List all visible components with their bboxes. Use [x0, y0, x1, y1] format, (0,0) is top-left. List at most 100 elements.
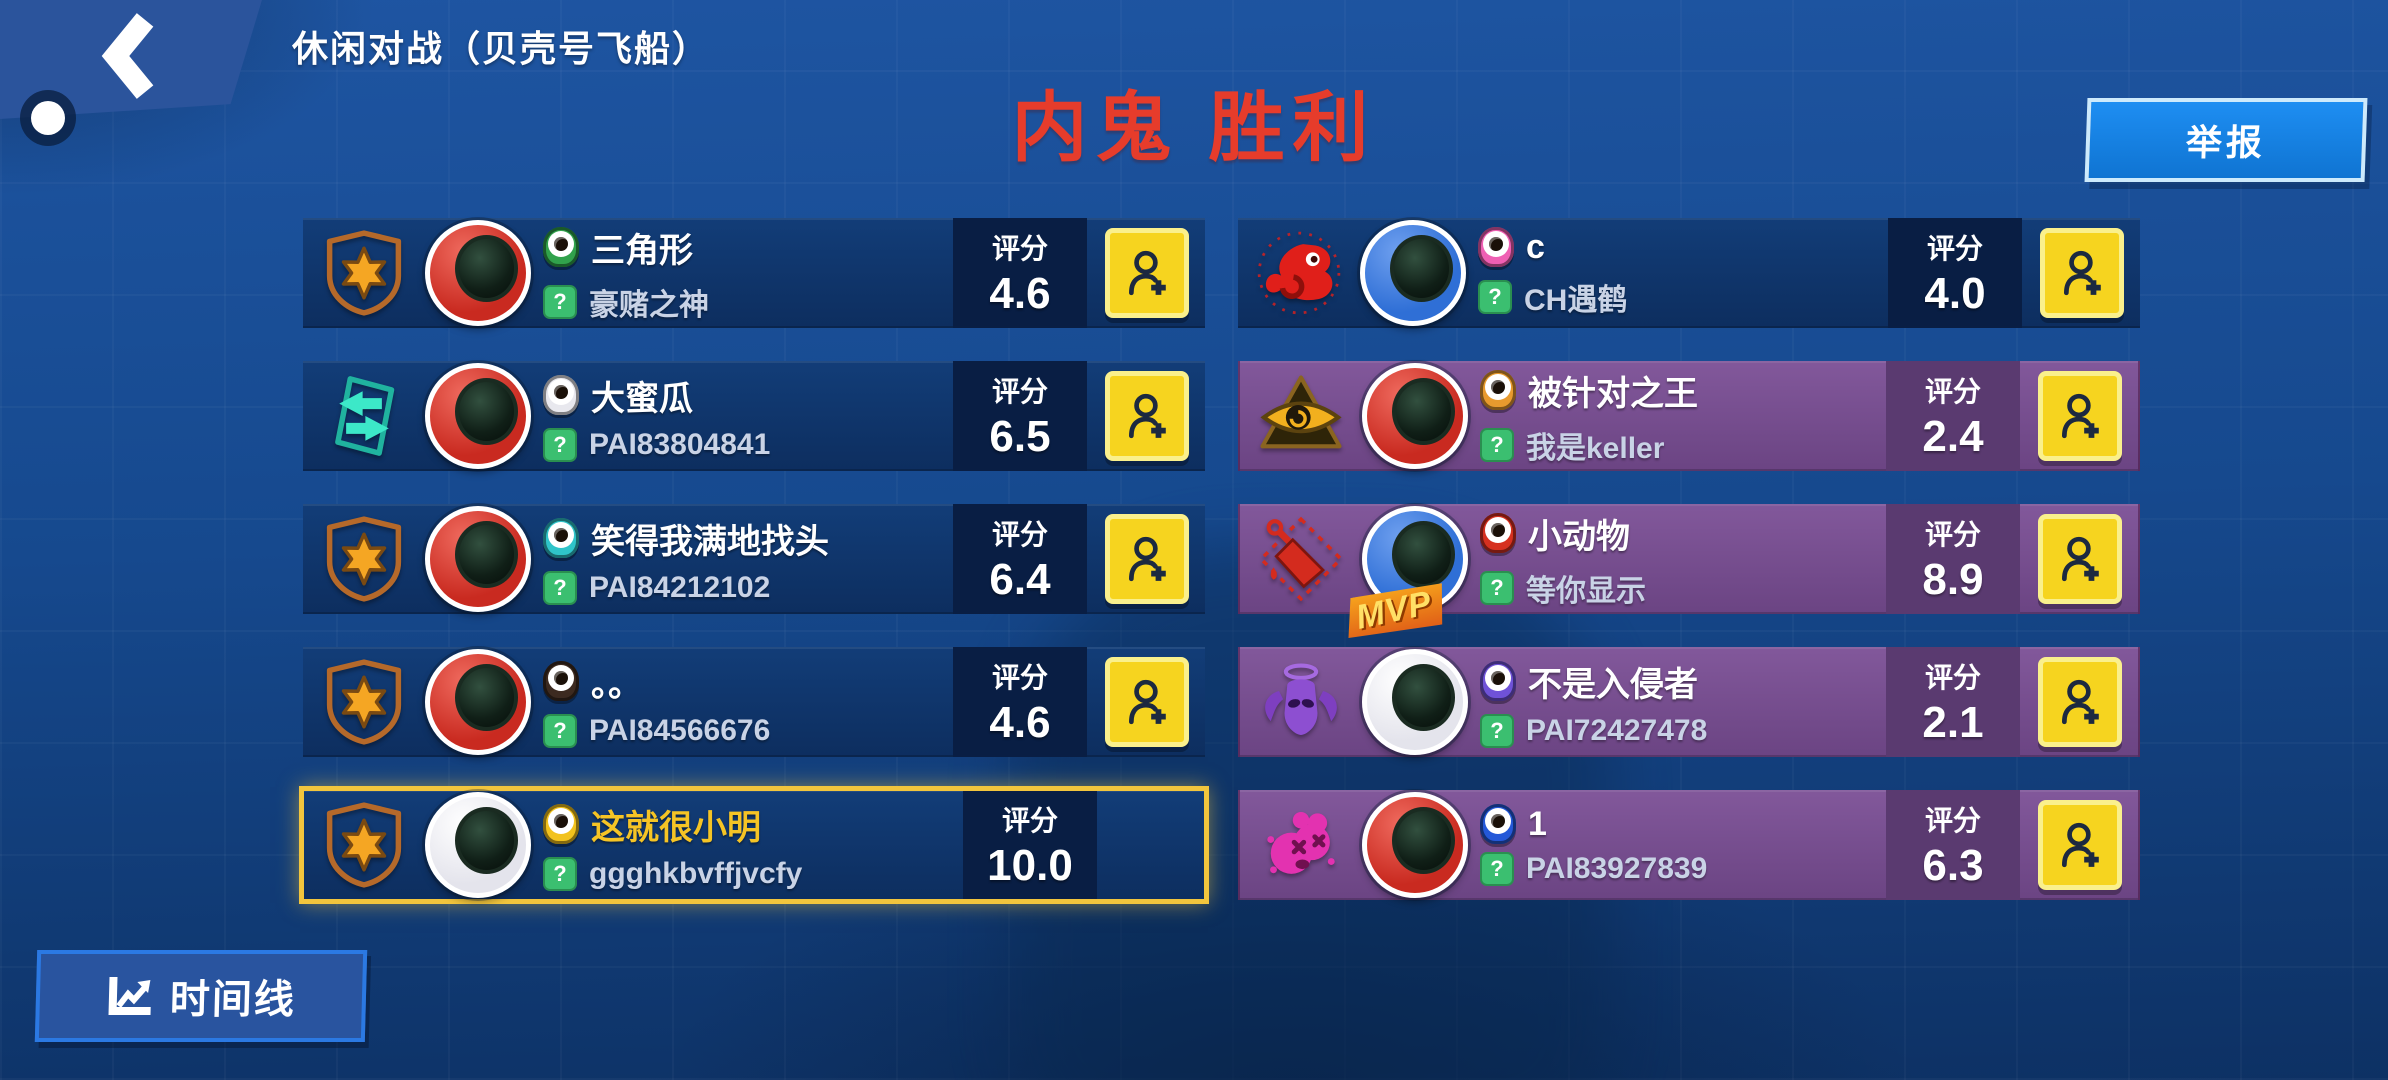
avatar[interactable] [1362, 792, 1468, 898]
player-name: 。。 [591, 665, 642, 704]
helmet-visor-icon [1391, 663, 1456, 731]
avatar[interactable]: MVP [1362, 506, 1468, 612]
rating-label: 评分 [1924, 805, 1981, 836]
avatar[interactable] [425, 649, 531, 755]
helmet-visor-icon [454, 806, 519, 874]
helmet-visor-icon [454, 234, 519, 302]
helmet-visor-icon [1391, 377, 1456, 445]
player-id: ggghkbvffjvcfy [589, 856, 803, 890]
rating-value: 4.0 [1924, 269, 1986, 318]
question-mark-icon: ? [1480, 427, 1514, 462]
player-name: 小动物 [1528, 517, 1630, 556]
report-button-label: 举报 [2185, 122, 2267, 163]
helmet-visor-icon [454, 663, 519, 731]
avatar[interactable] [425, 220, 531, 326]
rating-label: 评分 [1001, 805, 1058, 836]
question-mark-icon: ? [1480, 570, 1514, 605]
timeline-button[interactable]: 时间线 [34, 950, 368, 1042]
player-row[interactable]: 大蜜瓜 ? PAI83804841 评分 6.5 [303, 361, 1205, 471]
player-row[interactable]: c ? CH遇鹤 评分 4.0 [1238, 218, 2140, 328]
astronaut-avatar [1362, 363, 1468, 469]
rating-label: 评分 [1924, 662, 1981, 693]
player-row[interactable]: 被针对之王 ? 我是keller 评分 2.4 [1238, 361, 2140, 471]
rating-value: 10.0 [987, 841, 1073, 890]
victory-banner: 内鬼 胜利 [1011, 86, 1377, 171]
avatar[interactable] [425, 506, 531, 612]
astronaut-avatar [1362, 792, 1468, 898]
player-name: 大蜜瓜 [591, 379, 693, 418]
avatar[interactable] [425, 792, 531, 898]
question-mark-icon: ? [543, 284, 577, 319]
rating-box: 评分 4.0 [1888, 218, 2022, 328]
player-row[interactable]: 1 ? PAI83927839 评分 6.3 [1238, 790, 2140, 900]
avatar[interactable] [1362, 363, 1468, 469]
player-row[interactable]: 。。 ? PAI84566676 评分 4.6 [303, 647, 1205, 757]
player-row[interactable]: 笑得我满地找头 ? PAI84212102 评分 6.4 [303, 504, 1205, 614]
player-name: 三角形 [591, 231, 693, 270]
rating-label: 评分 [991, 233, 1048, 264]
player-id: PAI83804841 [589, 427, 771, 461]
rating-value: 4.6 [989, 698, 1051, 747]
sheriff-badge-icon [303, 801, 425, 889]
question-mark-icon: ? [543, 570, 577, 605]
rating-box: 评分 4.6 [953, 647, 1087, 757]
add-friend-button[interactable] [2038, 657, 2122, 747]
question-mark-icon: ? [1480, 713, 1514, 748]
question-mark-icon: ? [543, 856, 577, 891]
pet-eye-icon [543, 661, 579, 701]
astronaut-avatar [425, 506, 531, 612]
player-row[interactable]: MVP 小动物 ? 等你显示 评分 8.9 [1238, 504, 2140, 614]
add-friend-button[interactable] [2040, 228, 2124, 318]
astronaut-avatar [1362, 649, 1468, 755]
timeline-chart-icon [108, 977, 151, 1015]
avatar[interactable] [1360, 220, 1466, 326]
sheriff-badge-icon [303, 229, 425, 317]
question-mark-icon: ? [543, 713, 577, 748]
player-name: 被针对之王 [1528, 374, 1698, 413]
rating-box: 评分 2.1 [1886, 647, 2020, 757]
question-mark-icon: ? [543, 427, 577, 462]
add-friend-button[interactable] [2038, 514, 2122, 604]
rating-label: 评分 [991, 519, 1048, 550]
add-friend-button[interactable] [1105, 228, 1189, 318]
add-friend-button[interactable] [1105, 371, 1189, 461]
rating-label: 评分 [991, 376, 1048, 407]
player-id: 等你显示 [1526, 574, 1646, 608]
add-friend-button[interactable] [2038, 800, 2122, 890]
astronaut-avatar [425, 220, 531, 326]
back-arrow-icon [101, 13, 154, 99]
pet-eye-icon [1480, 804, 1516, 844]
worm-badge-icon [1240, 801, 1362, 889]
add-friend-button[interactable] [1105, 657, 1189, 747]
player-id: 豪赌之神 [589, 288, 709, 322]
player-name: 不是入侵者 [1528, 665, 1698, 704]
rating-label: 评分 [1924, 376, 1981, 407]
question-mark-icon: ? [1480, 852, 1514, 886]
astronaut-avatar [425, 792, 531, 898]
avatar[interactable] [1362, 649, 1468, 755]
team-column-right: c ? CH遇鹤 评分 4.0 被针对之王 [1238, 218, 2140, 900]
corner-dot [31, 101, 65, 135]
rating-value: 2.1 [1922, 698, 1984, 747]
player-row[interactable]: 这就很小明 ? ggghkbvffjvcfy 评分 10.0 [299, 786, 1209, 904]
player-row[interactable]: 三角形 ? 豪赌之神 评分 4.6 [303, 218, 1205, 328]
sheriff-badge-icon [303, 515, 425, 603]
sheriff-badge-icon [303, 658, 425, 746]
rating-box: 评分 8.9 [1886, 504, 2020, 614]
avatar[interactable] [425, 363, 531, 469]
player-row[interactable]: 不是入侵者 ? PAI72427478 评分 2.1 [1238, 647, 2140, 757]
player-name: 1 [1528, 804, 1547, 843]
rating-box: 评分 6.4 [953, 504, 1087, 614]
rating-value: 2.4 [1922, 412, 1984, 461]
helmet-visor-icon [454, 520, 519, 588]
add-friend-button[interactable] [2038, 371, 2122, 461]
player-id: PAI72427478 [1526, 713, 1708, 747]
player-id: PAI83927839 [1526, 852, 1708, 885]
team-column-left: 三角形 ? 豪赌之神 评分 4.6 大蜜瓜 [299, 218, 1209, 904]
report-button[interactable]: 举报 [2084, 98, 2368, 182]
add-friend-button[interactable] [1105, 514, 1189, 604]
rating-box: 评分 2.4 [1886, 361, 2020, 471]
rating-box: 评分 10.0 [963, 790, 1097, 900]
pet-eye-icon [543, 518, 579, 558]
